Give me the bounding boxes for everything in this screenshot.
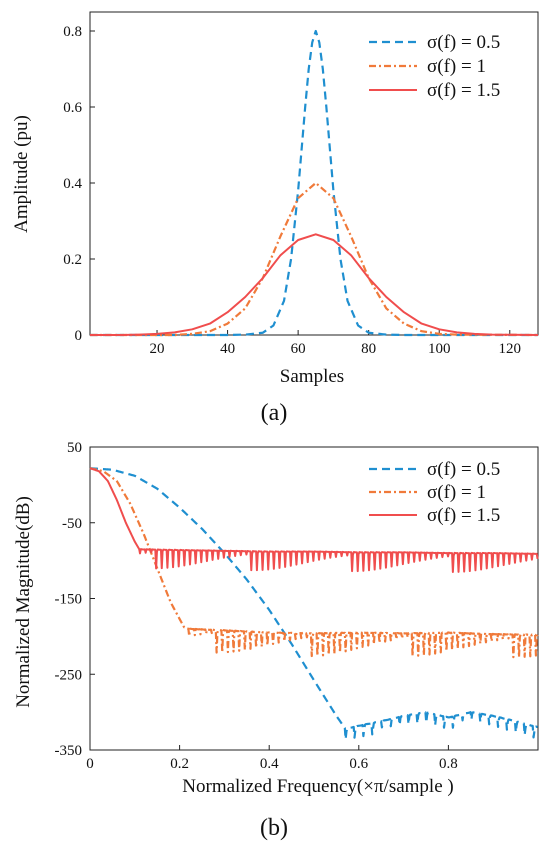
y-tick-label-1-0: 50 <box>67 440 82 456</box>
y-tick-label-0-2: 0.4 <box>63 176 82 192</box>
x-tick-label-1-2: 0.4 <box>260 756 279 772</box>
series-line-1-2 <box>89 467 539 573</box>
series-line-0-2 <box>90 233 539 336</box>
y-tick-label-0-0: 0 <box>75 328 83 344</box>
panel-b-series <box>89 467 539 741</box>
x-tick-label-0-4: 100 <box>428 341 451 357</box>
panel-a-plot-frame <box>89 11 539 336</box>
panel-b-x-axis-label: Normalized Frequency(×π/sample ) <box>182 776 453 797</box>
panel-b-caption: (b) <box>260 815 288 841</box>
panel-b-ticks: 0 0.2 0.4 0.6 0.8 50 -50 -150 -250 -350 <box>55 440 458 772</box>
y-tick-label-1-3: -250 <box>55 667 83 683</box>
x-tick-label-0-2: 60 <box>291 341 306 357</box>
panel-a-x-axis-label: Samples <box>280 366 344 387</box>
y-tick-label-0-1: 0.2 <box>63 252 82 268</box>
y-tick-label-1-1: -50 <box>62 516 82 532</box>
legend-label-0-2: σ(f) = 1.5 <box>427 80 500 101</box>
x-tick-label-1-0: 0 <box>86 756 94 772</box>
legend-label-0-0: σ(f) = 0.5 <box>427 32 500 53</box>
panel-b-y-axis-label: Normalized Magnitude(dB) <box>13 496 34 708</box>
panel-a-series <box>90 29 539 337</box>
legend-label-0-1: σ(f) = 1 <box>427 56 486 77</box>
x-tick-label-1-1: 0.2 <box>170 756 189 772</box>
series-line-0-1 <box>90 181 539 337</box>
series-line-0-0 <box>90 29 538 337</box>
y-tick-label-0-3: 0.6 <box>63 100 82 116</box>
panel-b-legend: σ(f) = 0.5σ(f) = 1σ(f) = 1.5 <box>369 459 500 526</box>
panel-a-y-axis-label: Amplitude (pu) <box>11 115 32 233</box>
y-tick-label-1-4: -350 <box>55 743 83 759</box>
y-tick-label-1-2: -150 <box>55 592 83 608</box>
panel-a-caption-text: (a) <box>261 400 288 426</box>
x-tick-label-0-5: 120 <box>499 341 522 357</box>
x-tick-label-0-0: 20 <box>150 341 165 357</box>
legend-label-1-2: σ(f) = 1.5 <box>427 505 500 526</box>
x-tick-label-0-1: 40 <box>220 341 235 357</box>
legend-label-1-0: σ(f) = 0.5 <box>427 459 500 480</box>
panel-b-chart: 0 0.2 0.4 0.6 0.8 50 -50 -150 -250 -350 σ(f) = 0.… <box>13 440 539 841</box>
series-line-1-0 <box>89 467 538 741</box>
panel-b-caption-text: (b) <box>260 815 288 841</box>
x-tick-label-0-3: 80 <box>361 341 376 357</box>
panel-a-ticks: 20 40 60 80 100 120 0 0.2 0.4 0.6 0.8 <box>63 24 521 357</box>
legend-label-1-1: σ(f) = 1 <box>427 482 486 503</box>
panel-a-legend: σ(f) = 0.5 σ(f) = 1 σ(f) = 1.5 <box>369 32 500 101</box>
series-line-1-1 <box>89 467 539 659</box>
panel-a-caption: (a) <box>261 400 288 426</box>
y-tick-label-0-4: 0.8 <box>63 24 82 40</box>
x-tick-label-1-4: 0.8 <box>439 756 458 772</box>
x-tick-label-1-3: 0.6 <box>349 756 368 772</box>
